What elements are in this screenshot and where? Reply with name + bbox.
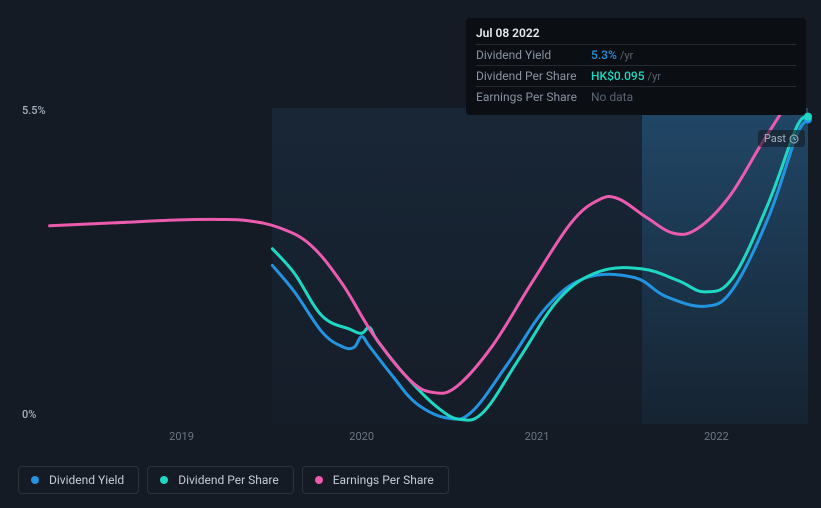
legend-label: Dividend Per Share	[178, 473, 279, 487]
tooltip: Jul 08 2022 Dividend Yield5.3%/yrDividen…	[466, 18, 806, 115]
y-axis-max-label: 5.5%	[22, 104, 46, 117]
x-axis-tick-label: 2022	[704, 430, 729, 443]
x-axis-labels: 2019 2020 2021 2022	[18, 430, 808, 446]
series-line-earnings_per_share	[50, 108, 785, 393]
x-axis-tick-label: 2020	[349, 430, 374, 443]
x-axis-tick-label: 2021	[525, 430, 550, 443]
y-axis-min-label: 0%	[22, 408, 36, 421]
legend-label: Earnings Per Share	[333, 473, 434, 487]
legend-item[interactable]: Dividend Per Share	[147, 466, 294, 494]
tooltip-row: Earnings Per ShareNo data	[476, 87, 796, 107]
x-axis-tick-label: 2019	[169, 430, 194, 443]
legend-item[interactable]: Dividend Yield	[18, 466, 139, 494]
tooltip-row-label: Earnings Per Share	[476, 90, 591, 104]
legend-label: Dividend Yield	[49, 473, 124, 487]
tooltip-row-label: Dividend Per Share	[476, 69, 591, 83]
legend-dot-icon	[315, 476, 323, 484]
chart-area: 5.5% 0% Past	[18, 108, 808, 424]
tooltip-row: Dividend Per ShareHK$0.095/yr	[476, 66, 796, 87]
past-badge-label: Past	[764, 132, 786, 145]
past-badge: Past	[758, 130, 805, 147]
legend-dot-icon	[31, 476, 39, 484]
clock-icon	[789, 134, 799, 144]
tooltip-rows: Dividend Yield5.3%/yrDividend Per ShareH…	[476, 45, 796, 107]
tooltip-row-value: HK$0.095/yr	[591, 69, 796, 83]
tooltip-row-value: 5.3%/yr	[591, 48, 796, 62]
series-end-dot-dividend_per_share	[804, 113, 812, 121]
legend-dot-icon	[160, 476, 168, 484]
chart-svg	[18, 108, 808, 424]
tooltip-date: Jul 08 2022	[476, 24, 796, 45]
tooltip-row-label: Dividend Yield	[476, 48, 591, 62]
legend: Dividend Yield Dividend Per Share Earnings…	[18, 466, 449, 494]
legend-item[interactable]: Earnings Per Share	[302, 466, 449, 494]
tooltip-row: Dividend Yield5.3%/yr	[476, 45, 796, 66]
tooltip-row-value: No data	[591, 90, 796, 104]
